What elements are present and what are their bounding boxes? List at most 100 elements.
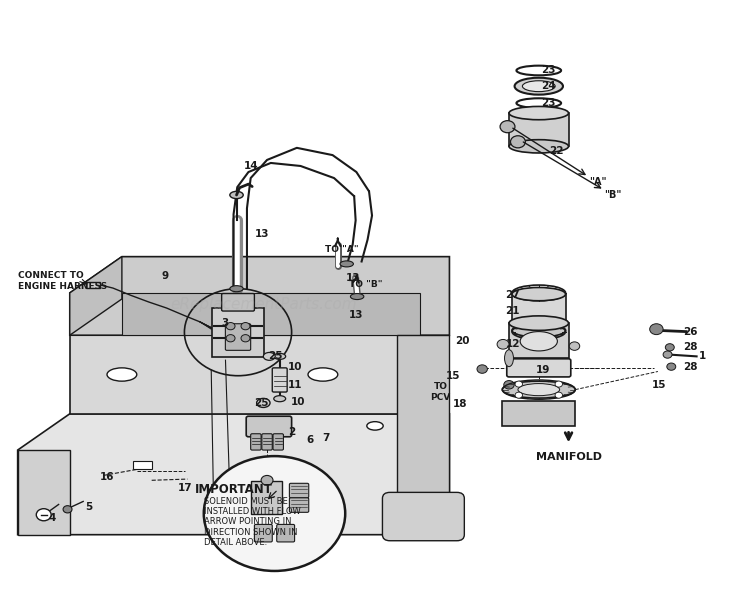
Ellipse shape xyxy=(512,324,566,337)
Text: 15: 15 xyxy=(652,381,667,390)
Text: 4: 4 xyxy=(49,513,56,523)
Text: 16: 16 xyxy=(100,472,114,483)
Text: 19: 19 xyxy=(536,365,550,375)
Polygon shape xyxy=(18,450,70,535)
Ellipse shape xyxy=(230,192,243,199)
FancyBboxPatch shape xyxy=(246,416,292,437)
Text: 9: 9 xyxy=(161,271,169,281)
Ellipse shape xyxy=(514,77,563,95)
Text: 14: 14 xyxy=(243,161,258,171)
Circle shape xyxy=(515,392,523,398)
Ellipse shape xyxy=(230,285,243,292)
Text: 2: 2 xyxy=(288,427,296,437)
FancyBboxPatch shape xyxy=(290,498,309,512)
Text: eReplacementParts.com: eReplacementParts.com xyxy=(170,298,357,312)
FancyBboxPatch shape xyxy=(225,324,251,350)
Ellipse shape xyxy=(274,396,286,402)
Ellipse shape xyxy=(505,350,514,367)
Circle shape xyxy=(665,343,674,351)
Text: 25: 25 xyxy=(268,351,283,361)
FancyBboxPatch shape xyxy=(509,113,568,146)
Circle shape xyxy=(650,324,663,335)
Circle shape xyxy=(241,335,250,342)
FancyBboxPatch shape xyxy=(277,525,295,542)
Text: 11: 11 xyxy=(287,380,302,390)
Text: 10: 10 xyxy=(290,396,304,407)
Polygon shape xyxy=(70,257,449,336)
Circle shape xyxy=(555,381,562,387)
Ellipse shape xyxy=(367,422,383,430)
Text: 3: 3 xyxy=(221,318,228,328)
FancyBboxPatch shape xyxy=(251,434,261,450)
FancyBboxPatch shape xyxy=(86,282,100,288)
Ellipse shape xyxy=(509,316,568,331)
Text: 10: 10 xyxy=(287,362,302,371)
Circle shape xyxy=(555,392,562,398)
Ellipse shape xyxy=(256,398,270,407)
FancyBboxPatch shape xyxy=(509,323,568,358)
Polygon shape xyxy=(398,336,449,498)
Circle shape xyxy=(654,328,662,334)
Circle shape xyxy=(667,363,676,370)
Ellipse shape xyxy=(340,261,353,267)
Text: TO "A": TO "A" xyxy=(325,245,358,254)
FancyBboxPatch shape xyxy=(254,525,272,542)
Text: 12: 12 xyxy=(506,339,520,350)
Text: 26: 26 xyxy=(683,326,698,337)
Text: 27: 27 xyxy=(506,290,520,300)
Text: 23: 23 xyxy=(542,98,556,108)
Circle shape xyxy=(241,323,250,330)
FancyBboxPatch shape xyxy=(272,368,287,392)
FancyBboxPatch shape xyxy=(222,293,254,311)
Ellipse shape xyxy=(259,422,275,430)
Circle shape xyxy=(63,506,72,513)
Circle shape xyxy=(204,456,345,571)
Ellipse shape xyxy=(308,368,338,381)
FancyBboxPatch shape xyxy=(512,294,566,331)
Text: 21: 21 xyxy=(506,306,520,316)
Text: 24: 24 xyxy=(542,81,556,91)
Text: 7: 7 xyxy=(322,433,329,443)
Text: "A": "A" xyxy=(589,177,606,187)
Polygon shape xyxy=(70,336,449,414)
Ellipse shape xyxy=(509,106,568,120)
Text: 20: 20 xyxy=(455,336,470,346)
Text: 17: 17 xyxy=(178,483,193,493)
Text: 23: 23 xyxy=(542,65,556,76)
Text: TO "B": TO "B" xyxy=(350,279,382,289)
Circle shape xyxy=(497,339,509,349)
Ellipse shape xyxy=(509,140,568,153)
Text: 28: 28 xyxy=(683,342,698,353)
Text: 13: 13 xyxy=(346,273,360,283)
Text: 22: 22 xyxy=(550,146,564,156)
Text: 1: 1 xyxy=(699,351,706,361)
Circle shape xyxy=(36,509,51,521)
Polygon shape xyxy=(18,414,449,535)
Text: MANIFOLD: MANIFOLD xyxy=(536,453,602,462)
FancyBboxPatch shape xyxy=(290,483,309,498)
Polygon shape xyxy=(70,257,122,336)
Ellipse shape xyxy=(274,353,286,359)
Circle shape xyxy=(569,342,580,350)
Text: IMPORTANT: IMPORTANT xyxy=(194,483,272,497)
Circle shape xyxy=(504,381,515,389)
FancyBboxPatch shape xyxy=(251,481,282,514)
Circle shape xyxy=(500,121,515,133)
Text: 18: 18 xyxy=(452,399,467,409)
Ellipse shape xyxy=(520,332,557,351)
Text: TO
PCV: TO PCV xyxy=(430,382,451,402)
Text: "B": "B" xyxy=(604,190,622,200)
Circle shape xyxy=(226,323,235,330)
Text: 28: 28 xyxy=(683,362,698,371)
Ellipse shape xyxy=(512,287,566,301)
Text: SOLENOID MUST BE
INSTALLED WITH FLOW
ARROW POINTING IN
DIRECTION SHOWN IN
DETAIL: SOLENOID MUST BE INSTALLED WITH FLOW ARR… xyxy=(204,497,301,547)
Circle shape xyxy=(515,381,523,387)
Text: 25: 25 xyxy=(254,398,269,408)
Text: 13: 13 xyxy=(254,229,269,239)
Text: 6: 6 xyxy=(307,436,314,445)
Circle shape xyxy=(477,365,488,373)
FancyBboxPatch shape xyxy=(273,434,284,450)
Text: 5: 5 xyxy=(85,503,92,512)
Circle shape xyxy=(226,335,235,342)
Circle shape xyxy=(511,136,526,148)
